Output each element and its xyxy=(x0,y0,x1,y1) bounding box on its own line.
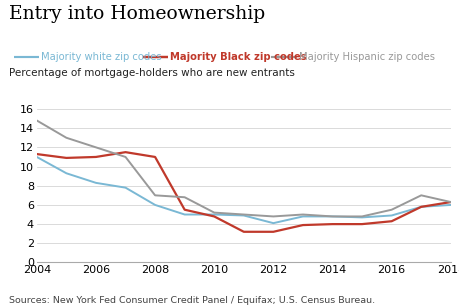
Text: Majority Hispanic zip codes: Majority Hispanic zip codes xyxy=(298,52,434,62)
Text: Entry into Homeownership: Entry into Homeownership xyxy=(9,5,265,23)
Text: Majority Black zip codes: Majority Black zip codes xyxy=(170,52,306,62)
Text: Percentage of mortgage-holders who are new entrants: Percentage of mortgage-holders who are n… xyxy=(9,68,294,78)
Text: Sources: New York Fed Consumer Credit Panel / Equifax; U.S. Census Bureau.: Sources: New York Fed Consumer Credit Pa… xyxy=(9,297,375,305)
Text: Majority white zip codes: Majority white zip codes xyxy=(41,52,162,62)
